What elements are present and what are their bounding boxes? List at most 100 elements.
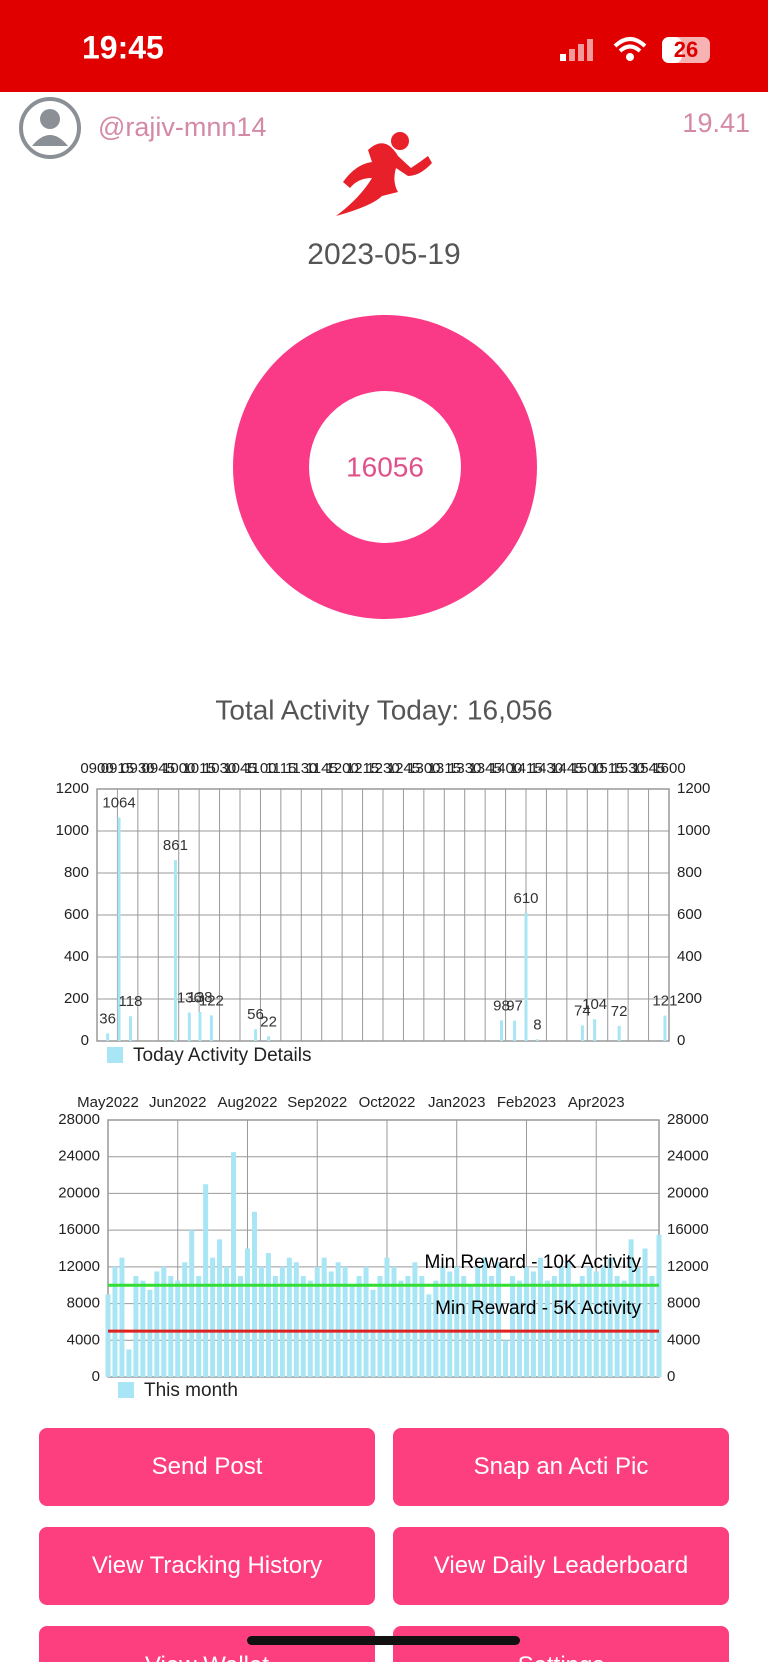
x-tick-label: 1445 [550, 760, 583, 777]
bar-value-label: 136 [177, 989, 202, 1006]
status-time: 19:45 [82, 29, 164, 65]
reference-label: Min Reward - 10K Activity [425, 1252, 642, 1273]
bar [279, 1266, 285, 1377]
bar [496, 1262, 502, 1377]
bar [454, 1266, 460, 1377]
y-tick-label: 16000 [58, 1221, 100, 1238]
x-tick-label: Jan2023 [428, 1094, 486, 1111]
username: @rajiv-mnn14 [98, 112, 266, 142]
bar [426, 1294, 432, 1377]
bar-value-label: 36 [99, 1010, 116, 1027]
bar [535, 1039, 539, 1041]
x-tick-label: 1600 [652, 760, 685, 777]
bar [461, 1276, 467, 1377]
action-button[interactable]: View Tracking History [39, 1527, 375, 1605]
bar [140, 1280, 146, 1377]
x-tick-label: 0930 [121, 760, 154, 777]
bar [106, 1033, 110, 1041]
x-tick-label: 1415 [509, 760, 542, 777]
y-tick-label: 1200 [56, 780, 89, 797]
bar [119, 1257, 125, 1377]
legend-label: This month [144, 1380, 238, 1401]
y-tick-label: 20000 [58, 1184, 100, 1201]
x-tick-label: 1345 [468, 760, 501, 777]
bar-value-label: 8 [533, 1016, 541, 1033]
x-tick-label: 1300 [407, 760, 440, 777]
y2-tick-label: 12000 [667, 1258, 709, 1275]
x-tick-label: 1230 [366, 760, 399, 777]
y2-tick-label: 8000 [667, 1295, 700, 1312]
x-tick-label: 1000 [162, 760, 195, 777]
bar-value-label: 1064 [102, 795, 135, 812]
wifi-dot [626, 53, 634, 61]
y-tick-label: 28000 [58, 1111, 100, 1128]
bar [391, 1266, 397, 1377]
action-button[interactable]: Snap an Acti Pic [393, 1428, 729, 1506]
bar-value-label: 861 [163, 837, 188, 854]
bar [544, 1280, 550, 1377]
bar [210, 1257, 216, 1377]
bar [314, 1266, 320, 1377]
bar [656, 1234, 662, 1377]
legend-swatch [118, 1382, 134, 1398]
runner-logo [336, 132, 432, 216]
y2-tick-label: 400 [677, 948, 702, 965]
y2-tick-label: 1000 [677, 822, 710, 839]
donut-value: 16056 [346, 451, 424, 482]
bar [187, 1012, 191, 1041]
bar-value-label: 121 [652, 993, 677, 1010]
bar [384, 1257, 390, 1377]
bar [224, 1266, 230, 1377]
bar [440, 1266, 446, 1377]
bar-value-label: 104 [582, 996, 607, 1013]
bar [307, 1280, 313, 1377]
battery-text: 26 [674, 37, 698, 62]
x-tick-label: 1200 [325, 760, 358, 777]
bar [363, 1266, 369, 1377]
legend-swatch [107, 1047, 123, 1063]
y-tick-label: 24000 [58, 1148, 100, 1165]
y2-tick-label: 20000 [667, 1184, 709, 1201]
bar [182, 1262, 188, 1377]
bar [523, 1266, 529, 1377]
bar [175, 1280, 181, 1377]
bar [489, 1276, 495, 1377]
y2-tick-label: 28000 [667, 1111, 709, 1128]
bar [286, 1257, 292, 1377]
x-tick-label: 0915 [101, 760, 134, 777]
bar-value-label: 118 [119, 993, 143, 1010]
bar [254, 1029, 258, 1041]
x-tick-label: 1100 [244, 760, 276, 777]
y-tick-label: 4000 [67, 1331, 100, 1348]
y-tick-label: 400 [64, 948, 89, 965]
bar [126, 1349, 132, 1377]
action-button[interactable]: Send Post [39, 1428, 375, 1506]
reference-label: Min Reward - 5K Activity [435, 1298, 641, 1319]
bar [112, 1266, 118, 1377]
bar [251, 1211, 257, 1377]
total-activity: Total Activity Today: 16,056 [215, 694, 552, 725]
y-tick-label: 1000 [56, 822, 89, 839]
action-button[interactable]: View Daily Leaderboard [393, 1527, 729, 1605]
bar [663, 1015, 667, 1041]
x-tick-label: 1315 [428, 760, 461, 777]
bar [161, 1266, 167, 1377]
bar [203, 1184, 209, 1377]
bar [499, 1020, 503, 1041]
x-tick-label: 1130 [285, 760, 317, 777]
battery-level [662, 37, 682, 63]
x-tick-label: 1145 [306, 760, 338, 777]
bar-value-label: 138 [187, 989, 212, 1006]
bar [617, 1025, 621, 1041]
bar [335, 1262, 341, 1377]
bar-value-label: 98 [493, 997, 510, 1014]
home-indicator [247, 1636, 520, 1645]
x-tick-label: 1545 [632, 760, 665, 777]
legend-label: Today Activity Details [133, 1045, 311, 1066]
bar [628, 1239, 634, 1377]
y2-tick-label: 600 [677, 906, 702, 923]
x-tick-label: May2022 [77, 1094, 139, 1111]
bar-value-label: 22 [260, 1013, 277, 1030]
y2-tick-label: 800 [677, 864, 702, 881]
